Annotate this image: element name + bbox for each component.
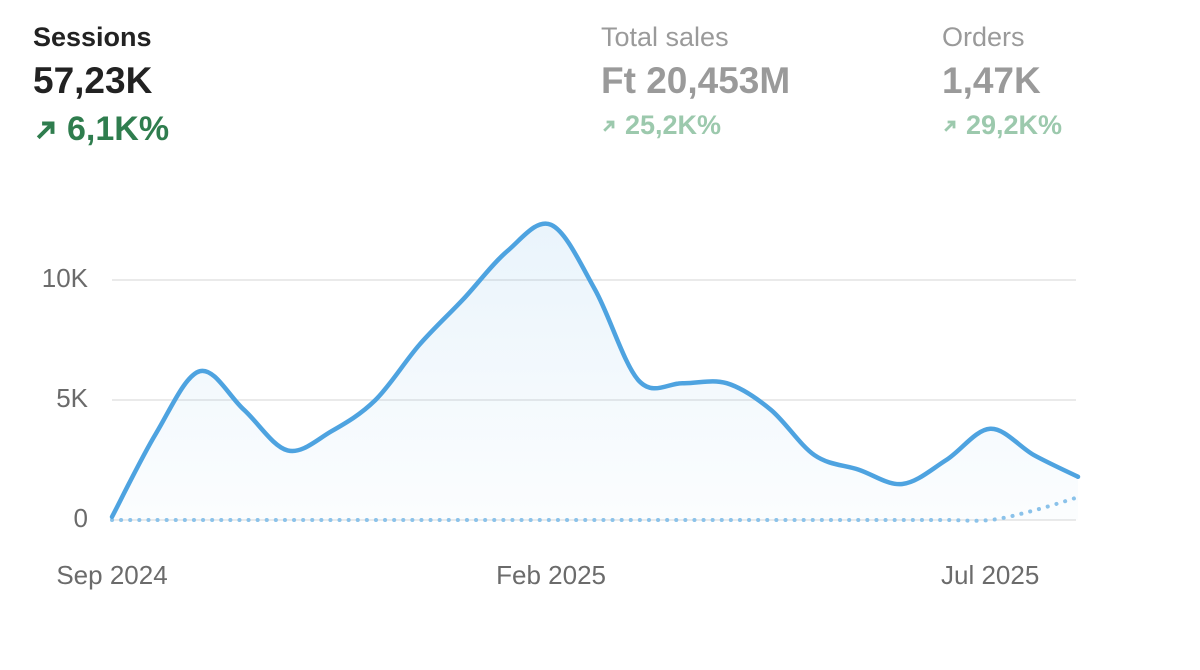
metric-change: 25,2K%: [601, 110, 790, 141]
area: [112, 223, 1078, 520]
y-tick-label: 10K: [42, 263, 89, 293]
arrow-icon: [944, 120, 956, 132]
x-tick-label: Sep 2024: [56, 560, 167, 590]
y-tick-label: 5K: [56, 383, 88, 413]
metric-change: 6,1K%: [33, 110, 169, 149]
metric-sales[interactable]: Total sales Ft 20,453M 25,2K%: [601, 22, 790, 141]
metric-label: Orders: [942, 22, 1025, 52]
arrow-icon: [603, 120, 615, 132]
metric-label: Total sales: [601, 22, 729, 52]
metric-value: 57,23K: [33, 60, 153, 101]
metric-value: 1,47K: [942, 60, 1041, 101]
change-text: 29,2K%: [966, 110, 1063, 140]
arrow-icon: [36, 121, 55, 139]
metric-sessions[interactable]: Sessions 57,23K 6,1K%: [33, 22, 169, 149]
metric-value: Ft 20,453M: [601, 60, 791, 101]
change-text: 25,2K%: [625, 110, 722, 140]
metrics: Sessions 57,23K 6,1K% Total sales Ft 20,…: [0, 0, 1078, 170]
line: [109, 221, 1081, 520]
y-tick-label: 0: [74, 503, 88, 533]
change-text: 6,1K%: [67, 110, 170, 148]
metric-label: Sessions: [33, 22, 152, 52]
x-tick-label: Jul 2025: [941, 560, 1039, 590]
x-tick-label: Feb 2025: [496, 560, 606, 590]
metric-change: 29,2K%: [942, 110, 1062, 141]
metric-orders[interactable]: Orders 1,47K 29,2K%: [942, 22, 1062, 141]
